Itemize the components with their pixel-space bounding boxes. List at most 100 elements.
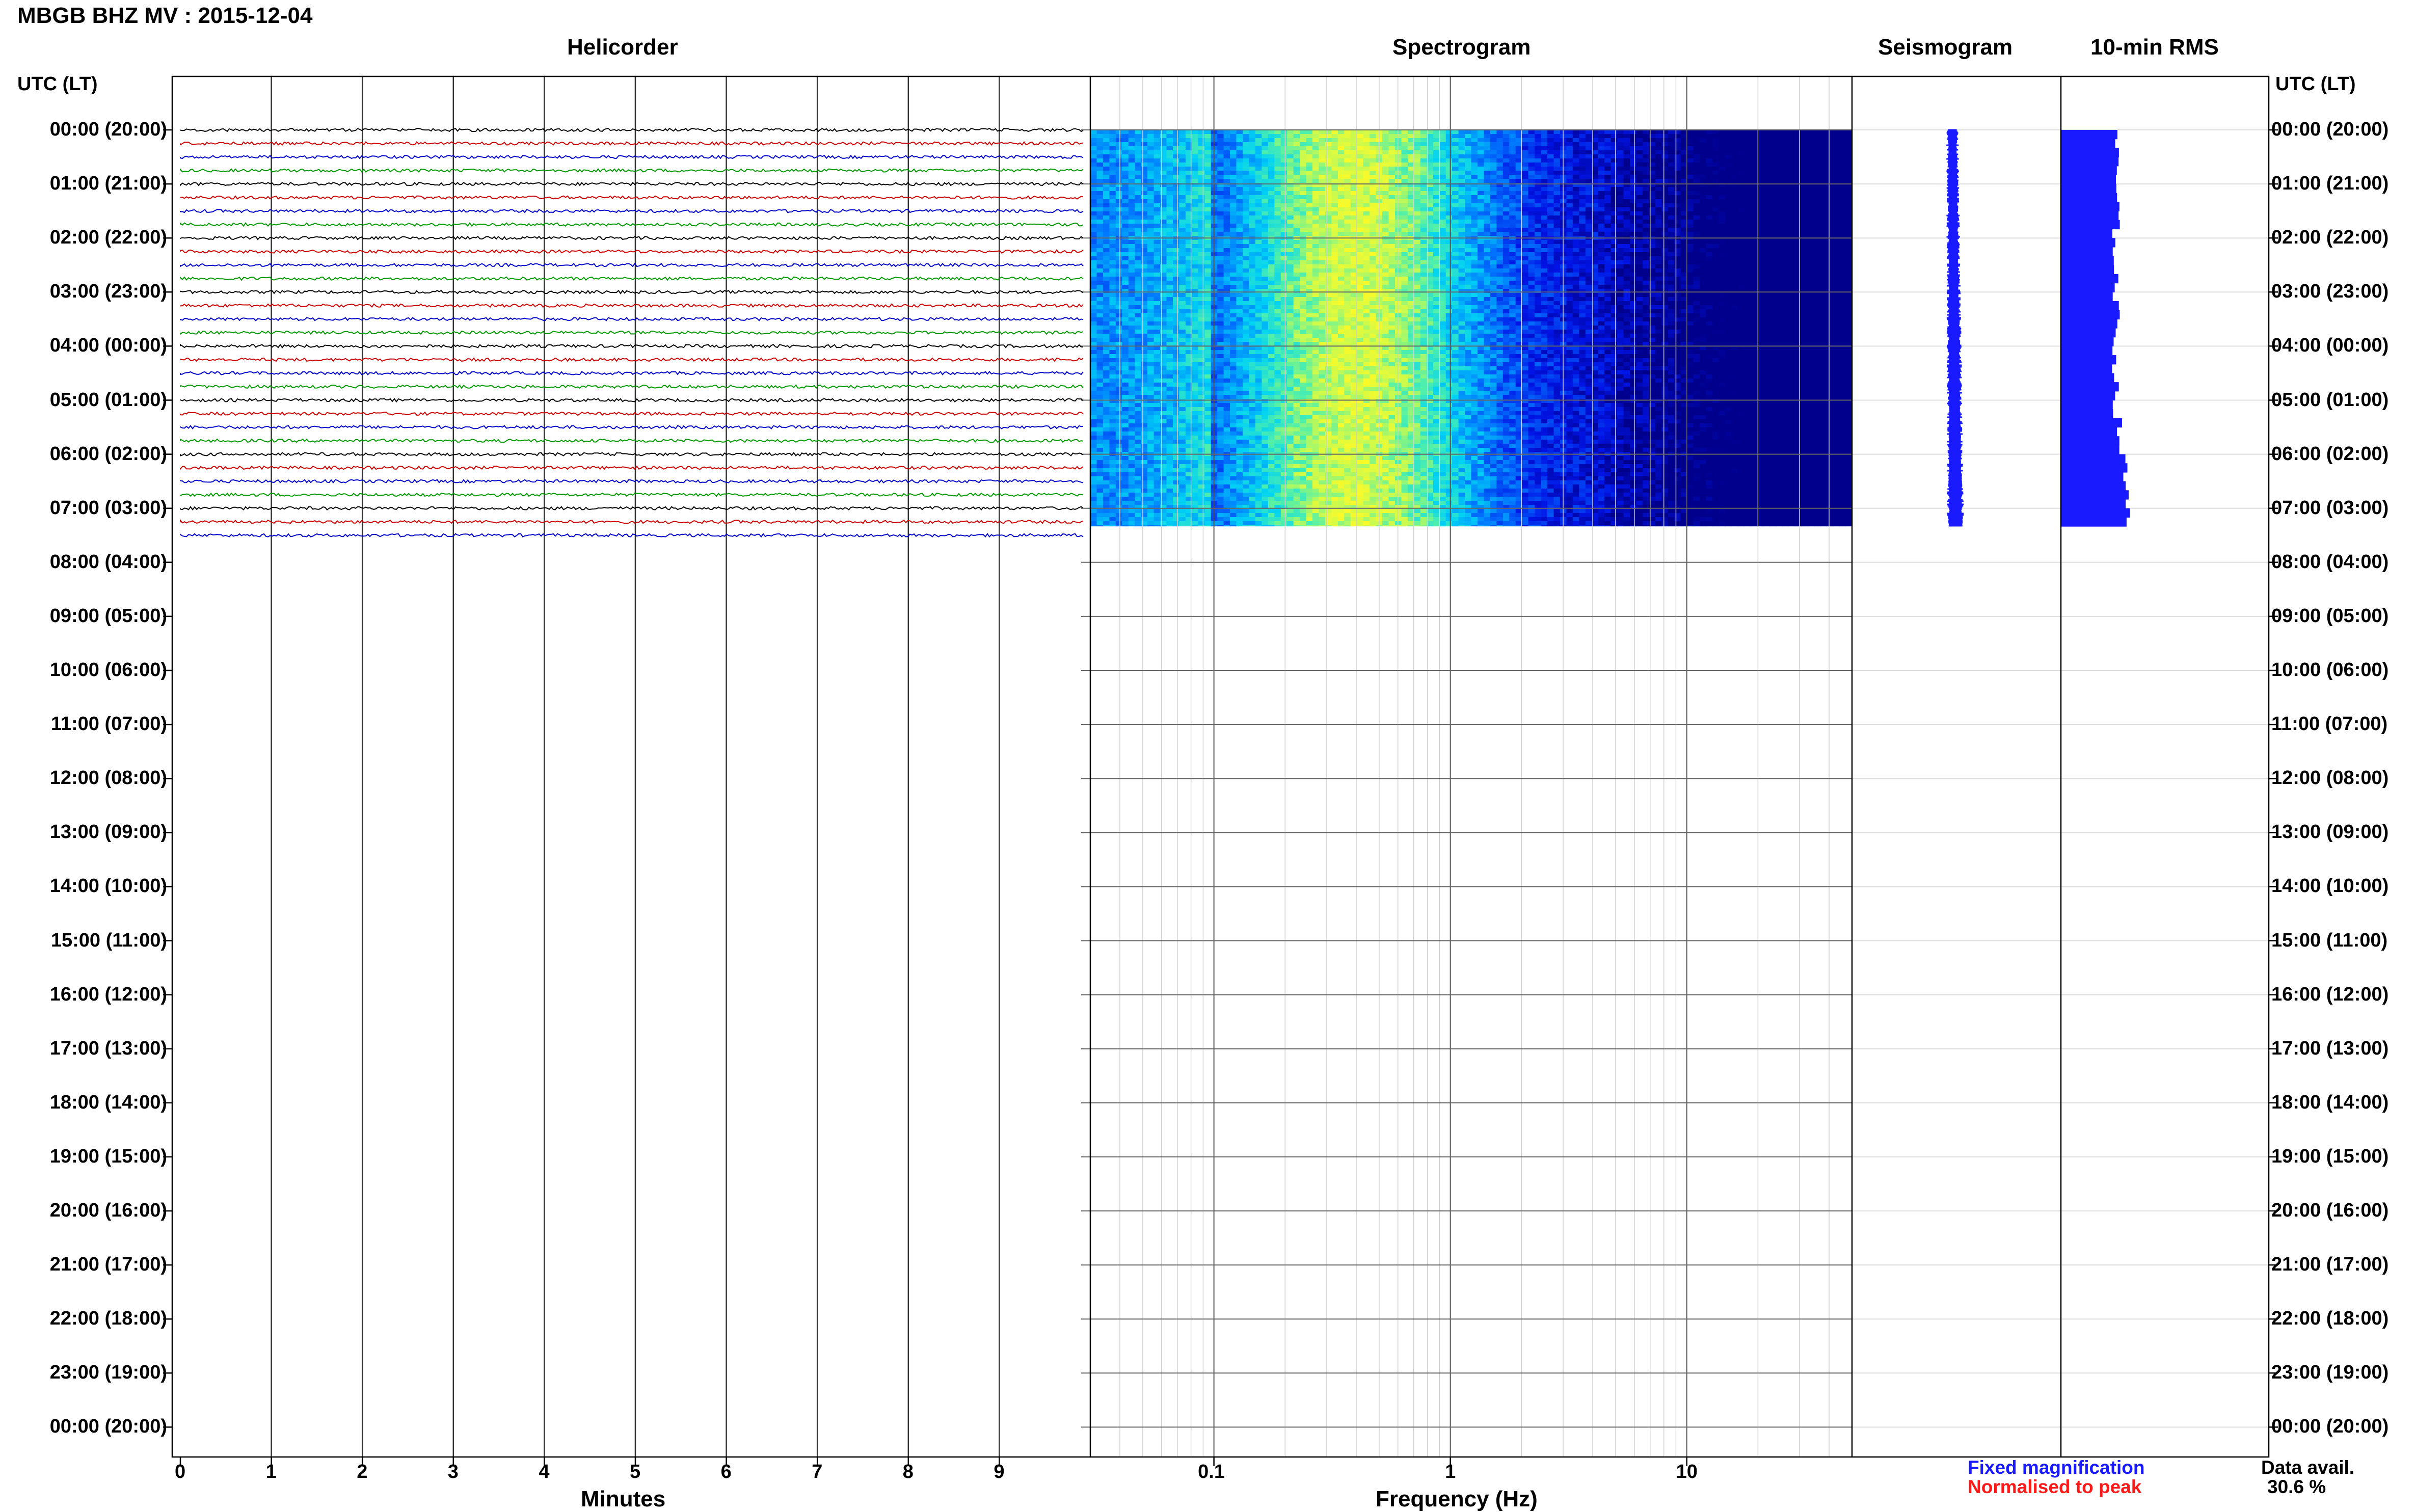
spectrogram-cell xyxy=(1630,273,1636,277)
spectrogram-cell xyxy=(1389,281,1396,285)
spectrogram-cell xyxy=(1433,199,1440,204)
spectrogram-cell xyxy=(1363,211,1370,216)
spectrogram-cell xyxy=(1630,220,1636,224)
spectrogram-cell xyxy=(1319,187,1326,192)
spectrogram-cell xyxy=(1522,146,1528,151)
spectrogram-cell xyxy=(1636,163,1643,167)
spectrogram-cell xyxy=(1643,203,1649,208)
spectrogram-cell xyxy=(1636,146,1643,151)
spectrogram-cell xyxy=(1617,293,1624,298)
spectrogram-cell xyxy=(1528,220,1535,224)
spectrogram-cell xyxy=(1325,285,1332,289)
spectrogram-cell xyxy=(1370,158,1376,163)
spectrogram-cell xyxy=(1694,232,1700,236)
spectrogram-cell xyxy=(1230,142,1237,147)
spectrogram-cell xyxy=(1687,167,1694,171)
spectrogram-cell xyxy=(1255,130,1262,134)
spectrogram-cell xyxy=(1522,285,1528,289)
spectrogram-cell xyxy=(1255,277,1262,281)
spectrogram-cell xyxy=(1116,175,1122,179)
spectrogram-cell xyxy=(1395,199,1402,204)
spectrogram-cell xyxy=(1281,203,1287,208)
spectrogram-cell xyxy=(1268,146,1275,151)
spectrogram-cell xyxy=(1795,211,1802,216)
spectrogram-cell xyxy=(1763,191,1770,196)
spectrogram-cell xyxy=(1294,150,1300,155)
spectrogram-cell xyxy=(1141,252,1148,257)
spectrogram-cell xyxy=(1154,220,1161,224)
spectrogram-cell xyxy=(1484,191,1490,196)
spectrogram-cell xyxy=(1402,150,1408,155)
spectrogram-cell xyxy=(1617,187,1624,192)
spectrogram-cell xyxy=(1414,232,1420,236)
spectrogram-cell xyxy=(1331,134,1338,139)
spectrogram-cell xyxy=(1687,211,1694,216)
spectrogram-cell xyxy=(1300,281,1306,285)
spectrogram-cell xyxy=(1624,163,1630,167)
spectrogram-cell xyxy=(1344,268,1351,273)
spectrogram-cell xyxy=(1446,158,1453,163)
spectrogram-cell xyxy=(1331,167,1338,171)
spectrogram-cell xyxy=(1478,138,1484,143)
spectrogram-cell xyxy=(1655,260,1662,265)
spectrogram-cell xyxy=(1420,179,1427,183)
spectrogram-cell xyxy=(1820,277,1827,281)
spectrogram-cell xyxy=(1281,179,1287,183)
spectrogram-cell xyxy=(1554,175,1561,179)
spectrogram-cell xyxy=(1141,220,1148,224)
spectrogram-cell xyxy=(1661,273,1668,277)
spectrogram-cell xyxy=(1224,130,1230,134)
spectrogram-cell xyxy=(1446,171,1453,175)
spectrogram-cell xyxy=(1788,256,1795,261)
spectrogram-cell xyxy=(1725,191,1732,196)
spectrogram-cell xyxy=(1097,277,1104,281)
spectrogram-cell xyxy=(1573,244,1579,249)
spectrogram-cell xyxy=(1395,293,1402,298)
spectrogram-cell xyxy=(1154,248,1161,253)
spectrogram-cell xyxy=(1389,142,1396,147)
spectrogram-cell xyxy=(1135,277,1141,281)
spectrogram-cell xyxy=(1503,146,1510,151)
spectrogram-cell xyxy=(1204,224,1211,228)
spectrogram-cell xyxy=(1700,215,1706,220)
spectrogram-cell xyxy=(1490,211,1497,216)
spectrogram-cell xyxy=(1636,130,1643,134)
spectrogram-cell xyxy=(1224,281,1230,285)
spectrogram-cell xyxy=(1839,175,1846,179)
spectrogram-cell xyxy=(1643,211,1649,216)
spectrogram-cell xyxy=(1706,187,1713,192)
spectrogram-cell xyxy=(1535,232,1541,236)
spectrogram-cell xyxy=(1230,187,1237,192)
spectrogram-cell xyxy=(1751,224,1757,228)
spectrogram-cell xyxy=(1579,171,1586,175)
spectrogram-cell xyxy=(1230,252,1237,257)
spectrogram-cell xyxy=(1312,244,1319,249)
spectrogram-cell xyxy=(1674,207,1681,212)
spectrogram-cell xyxy=(1706,154,1713,159)
spectrogram-cell xyxy=(1586,211,1592,216)
spectrogram-cell xyxy=(1287,195,1294,200)
spectrogram-cell xyxy=(1827,228,1833,232)
spectrogram-cell xyxy=(1617,277,1624,281)
spectrogram-cell xyxy=(1382,187,1389,192)
spectrogram-cell xyxy=(1249,199,1256,204)
spectrogram-cell xyxy=(1147,244,1154,249)
spectrogram-cell xyxy=(1687,171,1694,175)
spectrogram-cell xyxy=(1217,256,1224,261)
spectrogram-cell xyxy=(1319,179,1326,183)
spectrogram-cell xyxy=(1674,203,1681,208)
spectrogram-cell xyxy=(1433,171,1440,175)
spectrogram-cell xyxy=(1624,199,1630,204)
spectrogram-cell xyxy=(1769,281,1776,285)
spectrogram-cell xyxy=(1820,285,1827,289)
spectrogram-cell xyxy=(1788,244,1795,249)
spectrogram-cell xyxy=(1224,167,1230,171)
spectrogram-cell xyxy=(1586,134,1592,139)
spectrogram-cell xyxy=(1312,191,1319,196)
spectrogram-cell xyxy=(1496,252,1503,257)
spectrogram-cell xyxy=(1268,167,1275,171)
spectrogram-cell xyxy=(1795,146,1802,151)
spectrogram-cell xyxy=(1725,171,1732,175)
spectrogram-cell xyxy=(1687,158,1694,163)
spectrogram-cell xyxy=(1598,285,1605,289)
